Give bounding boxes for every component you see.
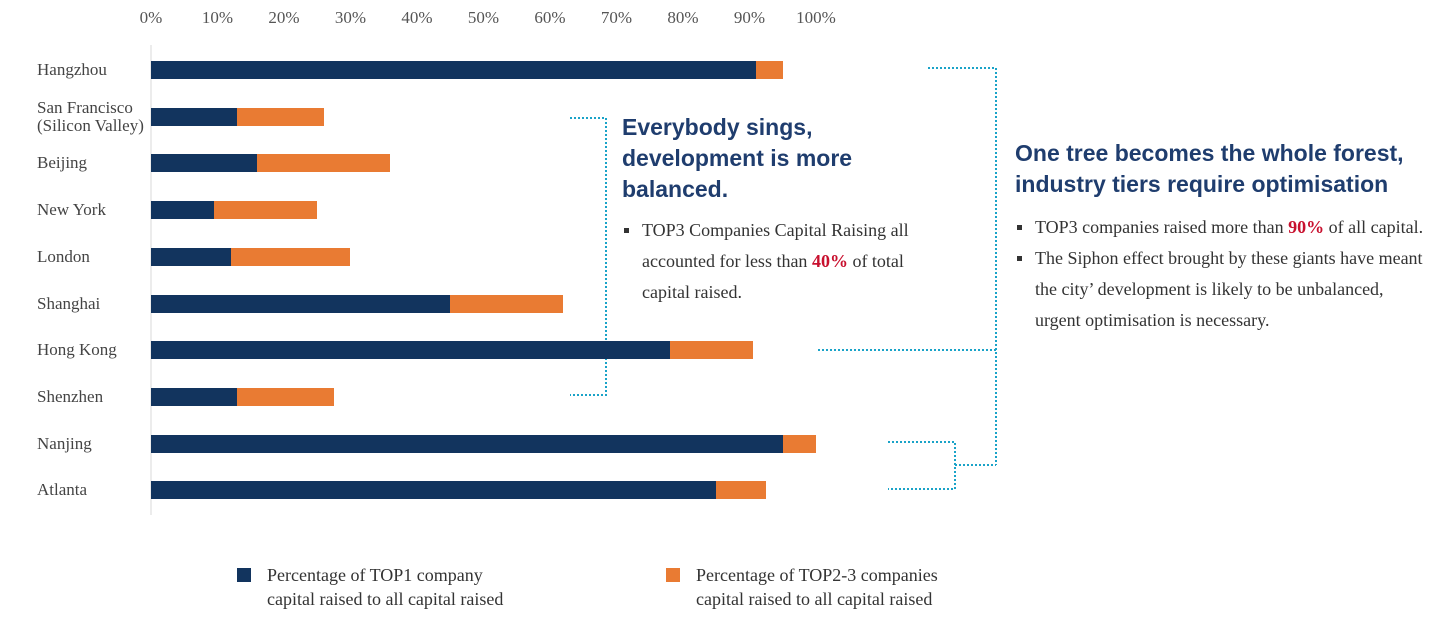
annotation-heading: Everybody sings, development is more bal… xyxy=(622,114,853,202)
y-tick-label: Atlanta xyxy=(37,480,88,500)
y-tick-label: Shenzhen xyxy=(37,386,104,406)
x-tick-label: 50% xyxy=(467,8,500,27)
bar xyxy=(151,341,670,360)
bullet-text: The Siphon effect brought by these giant… xyxy=(1035,248,1423,330)
bullet: TOP3 companies raised more than 90% of a… xyxy=(1015,212,1427,243)
bar xyxy=(716,481,767,500)
x-tick-label: 100% xyxy=(796,8,836,27)
bullet-text: of all capital. xyxy=(1324,217,1424,237)
annotation-left: Everybody sings, development is more bal… xyxy=(622,112,952,308)
y-tick-label: London xyxy=(37,246,90,266)
bar xyxy=(782,434,816,453)
bar xyxy=(151,294,451,313)
annotation-bullets: TOP3 Companies Capital Raising all accou… xyxy=(622,215,952,308)
x-tick-label: 30% xyxy=(334,8,367,27)
x-tick-label: 90% xyxy=(733,8,766,27)
bar xyxy=(257,154,391,173)
legend-label: Percentage of TOP2-3 companies capital r… xyxy=(696,565,938,609)
y-tick-label: Hong Kong xyxy=(37,340,117,360)
bar xyxy=(237,107,324,126)
legend-swatch xyxy=(237,568,251,582)
bar xyxy=(151,481,717,500)
bar xyxy=(151,247,231,266)
annotation-right: One tree becomes the whole forest, indus… xyxy=(1015,138,1427,336)
bar xyxy=(151,434,783,453)
dotted-brackets xyxy=(570,67,997,490)
y-tick-label: New York xyxy=(37,200,106,220)
bar xyxy=(230,247,351,266)
bullet: TOP3 Companies Capital Raising all accou… xyxy=(622,215,952,308)
y-tick-label: Nanjing xyxy=(37,433,92,453)
bar xyxy=(450,294,564,313)
highlight: 90% xyxy=(1288,217,1325,237)
x-tick-label: 20% xyxy=(268,8,300,27)
bar xyxy=(756,61,783,79)
bar xyxy=(237,387,334,406)
annotation-bullets: TOP3 companies raised more than 90% of a… xyxy=(1015,212,1427,336)
y-tick-label: Shanghai xyxy=(37,293,101,313)
annotation-heading: One tree becomes the whole forest, indus… xyxy=(1015,140,1404,197)
y-tick-label: San Francisco (Silicon Valley) xyxy=(37,97,144,135)
bullet-text: of total capital raised. xyxy=(642,251,904,302)
bullet: The Siphon effect brought by these giant… xyxy=(1015,243,1427,336)
y-tick-label: Hangzhou xyxy=(37,60,107,79)
bullet-text: TOP3 companies raised more than xyxy=(1035,217,1289,237)
x-tick-label: 60% xyxy=(534,8,566,27)
bar xyxy=(151,387,238,406)
x-tick-label: 80% xyxy=(667,8,699,27)
bar xyxy=(669,341,753,360)
y-tick-label: Beijing xyxy=(37,153,88,173)
highlight: 40% xyxy=(811,251,848,271)
x-tick-label: 0% xyxy=(139,8,163,27)
x-tick-label: 70% xyxy=(600,8,633,27)
x-tick-label: 10% xyxy=(201,8,234,27)
bar xyxy=(151,61,757,79)
bullet-text: TOP3 Companies Capital Raising all accou… xyxy=(642,220,909,271)
bar xyxy=(214,201,318,220)
bar xyxy=(151,154,258,173)
bar xyxy=(151,201,215,220)
bar xyxy=(151,107,238,126)
x-tick-label: 40% xyxy=(401,8,433,27)
legend-label: Percentage of TOP1 company capital raise… xyxy=(267,565,504,609)
legend-swatch xyxy=(666,568,680,582)
